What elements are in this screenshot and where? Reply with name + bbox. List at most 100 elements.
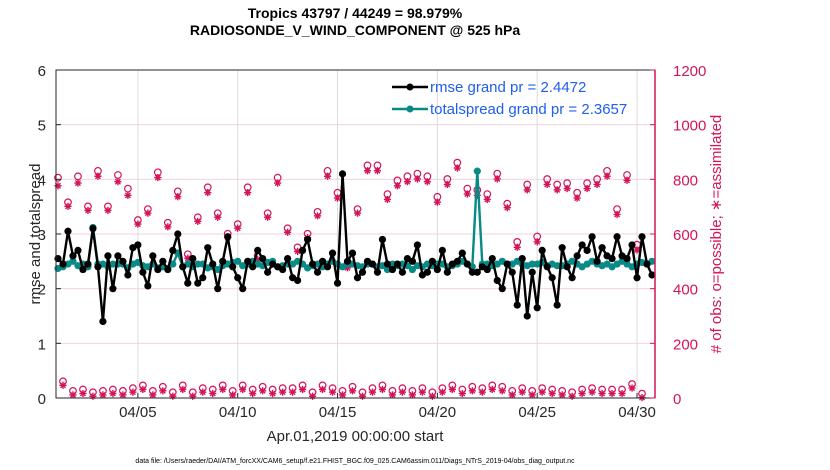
obs-assimilated-marker (84, 206, 92, 214)
obs-assimilated-marker (234, 224, 242, 232)
obs-possible-marker (113, 171, 122, 179)
obs-assimilated-marker (488, 385, 496, 394)
rmse-point (538, 246, 546, 254)
obs-assimilated-marker (298, 385, 307, 394)
rmse-point (608, 255, 616, 263)
y-right-tick-label: 0 (673, 391, 681, 408)
obs-assimilated-marker (94, 172, 102, 180)
obs-assimilated-marker (413, 175, 421, 183)
obs-assimilated-marker (219, 385, 227, 394)
rmse-point (483, 265, 491, 274)
grid (56, 70, 655, 398)
obs-assimilated-marker (333, 194, 342, 202)
rmse-point (473, 268, 481, 276)
rmse-point (139, 268, 147, 276)
obs-assimilated-marker (368, 388, 377, 396)
obs-assimilated-marker (244, 189, 252, 197)
obs-assimilated-marker (528, 391, 536, 399)
obs-assimilated-marker (318, 385, 327, 394)
rmse-point (413, 241, 421, 249)
rmse-point (234, 274, 242, 282)
obs-possible-marker (54, 173, 62, 182)
totalspread-point (473, 167, 481, 175)
rmse-point (69, 252, 77, 260)
rmse-point (648, 271, 656, 279)
y-left-tick-label: 6 (38, 63, 46, 80)
y-axis-right-label: # of obs: o=possible; ∗=assimilated (708, 115, 725, 354)
obs-assimilated-marker (279, 388, 287, 396)
rmse-point (259, 255, 267, 263)
obs-assimilated-marker (593, 180, 601, 189)
legend-rmse-label: rmse grand pr = 2.4472 (430, 79, 586, 96)
rmse-point (264, 268, 272, 276)
rmse-point (343, 257, 352, 265)
obs-assimilated-marker (523, 186, 531, 194)
obs-assimilated-marker (164, 223, 172, 231)
obs-assimilated-marker (448, 385, 456, 394)
totalspread-point (214, 265, 222, 274)
totalspread-point (408, 265, 417, 274)
footer-data-file: data file: /Users/raeder/DAI/ATM_forcXX/… (135, 458, 575, 465)
obs-assimilated-marker (403, 178, 412, 186)
obs-assimilated-marker (274, 179, 282, 187)
rmse-point (164, 265, 172, 274)
obs-assimilated-marker (64, 202, 72, 210)
obs-assimilated-marker (229, 391, 237, 399)
obs-assimilated-marker (323, 172, 332, 180)
obs-assimilated-marker (438, 388, 446, 396)
obs-assimilated-marker (159, 387, 167, 395)
x-tick-label: 04/25 (518, 404, 556, 421)
rmse-point (568, 274, 576, 282)
rmse-point (573, 252, 581, 260)
rmse-point (593, 257, 601, 265)
rmse-point (204, 244, 212, 252)
obs-assimilated-marker (249, 389, 257, 398)
rmse-point (303, 235, 312, 244)
obs-assimilated-marker (443, 180, 451, 189)
obs-assimilated-marker (508, 391, 516, 399)
x-tick-label: 04/30 (618, 404, 656, 421)
rmse-point (229, 263, 237, 271)
x-tick-label: 04/10 (219, 404, 257, 421)
rmse-point (548, 274, 556, 282)
y-right-tick-label: 1000 (673, 118, 706, 135)
obs-assimilated-marker (483, 195, 491, 204)
totalspread-point (69, 257, 77, 265)
totalspread-point (553, 262, 561, 270)
rmse-point (368, 260, 377, 268)
rmse-point (64, 227, 72, 235)
obs-assimilated-marker (74, 179, 82, 187)
rmse-point (249, 263, 257, 271)
y-left-tick-label: 0 (38, 391, 46, 408)
rmse-point (209, 260, 217, 268)
obs-assimilated-marker (239, 385, 247, 394)
axis-ticks: 0 1 2 3 4 5 6 0 200 400 600 800 1000 1200 04/05 04/10 04… (38, 63, 707, 421)
rmse-point (184, 279, 192, 287)
obs-assimilated-marker (498, 387, 506, 395)
rmse-point (408, 257, 417, 265)
obs-assimilated-marker (214, 213, 222, 221)
obs-assimilated-marker (284, 228, 292, 236)
obs-assimilated-marker (79, 389, 87, 398)
obs-assimilated-marker (149, 391, 157, 399)
rmse-point (214, 285, 222, 293)
rmse-point (89, 224, 97, 233)
obs-assimilated-marker (418, 388, 426, 396)
series-lines (54, 167, 656, 326)
rmse-point (623, 255, 631, 263)
obs-assimilated-marker (393, 182, 402, 190)
rmse-point (124, 271, 132, 279)
obs-assimilated-marker (179, 385, 187, 394)
rmse-point (169, 246, 177, 254)
legend-spread-marker (406, 105, 414, 113)
rmse-point (433, 265, 441, 274)
x-tick-label: 04/20 (419, 404, 457, 421)
rmse-point (294, 276, 302, 285)
rmse-point (79, 265, 87, 274)
obs-assimilated-marker (573, 194, 581, 202)
obs-assimilated-marker (144, 209, 152, 217)
rmse-point (338, 170, 347, 178)
chart-title-line1: Tropics 43797 / 44249 = 98.979% (248, 5, 463, 21)
obs-assimilated-marker (543, 180, 551, 189)
obs-assimilated-marker (598, 389, 606, 398)
